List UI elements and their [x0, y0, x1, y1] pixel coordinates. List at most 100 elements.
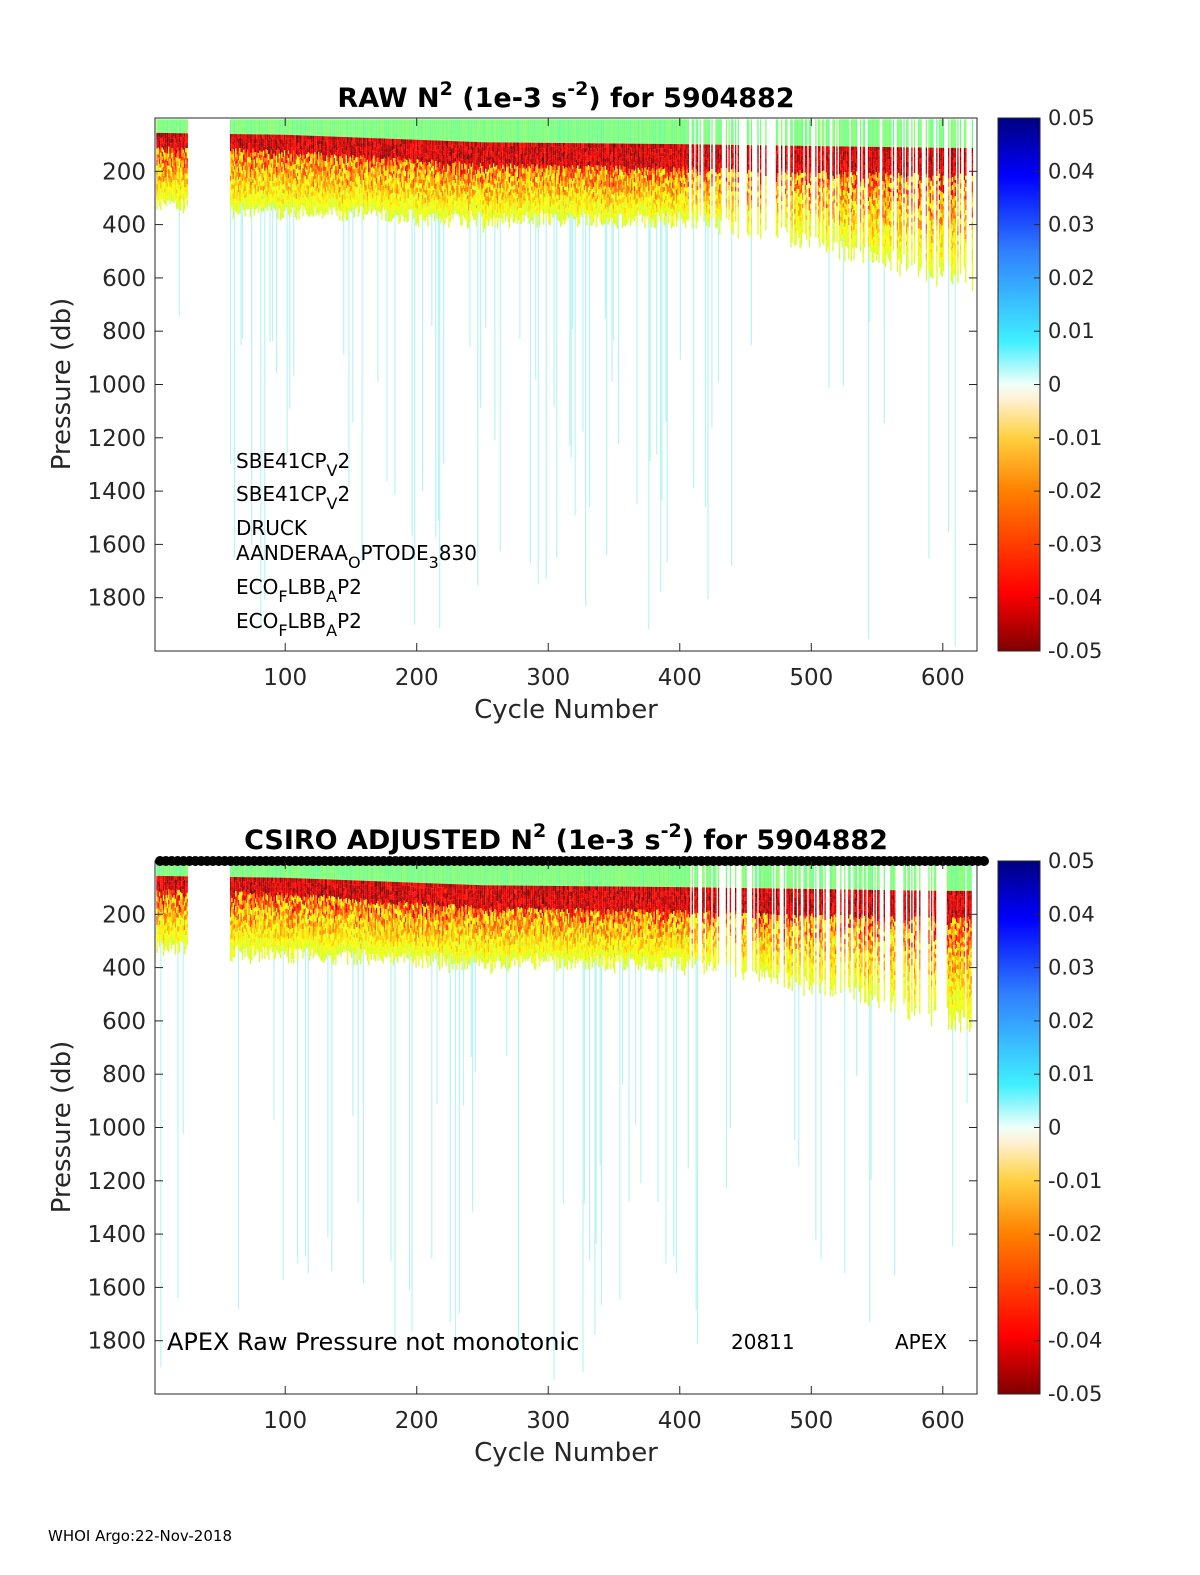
n2-cell	[156, 149, 157, 155]
n2-cell	[167, 182, 168, 187]
n2-cell	[288, 158, 289, 162]
n2-cell	[498, 186, 499, 191]
n2-cell	[473, 178, 474, 181]
n2-cell	[379, 175, 380, 180]
n2-cell	[511, 153, 512, 158]
n2-cell	[456, 146, 457, 149]
n2-cell	[539, 161, 540, 164]
n2-cell	[392, 162, 393, 166]
n2-cell	[350, 168, 351, 173]
profile-column	[497, 119, 498, 228]
n2-cell	[440, 154, 441, 158]
n2-cell	[468, 199, 469, 205]
surface-cell	[394, 119, 395, 139]
n2-cell	[386, 186, 387, 190]
n2-cell	[482, 151, 483, 156]
n2-cell	[259, 198, 260, 202]
n2-cell	[289, 143, 290, 148]
n2-cell	[423, 148, 424, 154]
n2-cell	[450, 196, 451, 201]
n2-cell	[250, 185, 251, 189]
n2-cell	[235, 186, 236, 191]
n2-cell	[448, 166, 449, 172]
n2-cell	[348, 203, 349, 207]
surface-cell	[268, 119, 269, 134]
n2-cell	[379, 168, 380, 171]
n2-cell	[415, 218, 416, 221]
n2-cell	[525, 201, 526, 206]
n2-cell	[475, 190, 476, 194]
n2-cell	[514, 211, 515, 217]
n2-cell	[368, 172, 369, 175]
n2-cell	[436, 182, 437, 187]
n2-cell	[467, 199, 468, 204]
n2-cell	[493, 212, 494, 216]
n2-cell	[493, 182, 494, 185]
n2-cell	[361, 188, 362, 194]
n2-cell	[396, 178, 397, 184]
n2-cell	[336, 175, 337, 180]
n2-cell	[484, 206, 485, 210]
n2-cell	[488, 156, 489, 160]
n2-cell	[318, 207, 319, 210]
n2-cell	[482, 205, 483, 210]
n2-cell	[309, 153, 310, 156]
n2-cell	[409, 164, 410, 170]
n2-cell	[312, 192, 313, 197]
surface-cell	[175, 119, 176, 133]
n2-cell	[305, 154, 306, 158]
n2-cell	[493, 206, 494, 212]
n2-cell	[233, 176, 234, 180]
n2-cell	[464, 155, 465, 158]
n2-cell	[242, 171, 243, 175]
n2-cell	[359, 138, 360, 143]
n2-cell	[333, 140, 334, 145]
n2-cell	[408, 217, 409, 221]
n2-cell	[413, 140, 414, 144]
n2-cell	[284, 141, 285, 146]
n2-cell	[340, 147, 341, 152]
n2-cell	[259, 158, 260, 163]
n2-cell	[323, 209, 324, 215]
n2-cell	[252, 138, 253, 144]
n2-cell	[433, 180, 434, 186]
n2-cell	[510, 143, 511, 146]
n2-cell	[498, 201, 499, 204]
n2-cell	[333, 192, 334, 198]
n2-cell	[344, 146, 345, 151]
n2-cell	[317, 188, 318, 192]
n2-cell	[185, 144, 186, 148]
n2-cell	[285, 190, 286, 193]
n2-cell	[285, 159, 286, 163]
n2-cell	[532, 179, 533, 183]
n2-cell	[258, 192, 259, 197]
n2-cell	[521, 212, 522, 215]
deep-trace	[422, 220, 423, 492]
n2-cell	[234, 152, 235, 158]
surface-cell	[513, 119, 514, 142]
n2-cell	[390, 199, 391, 202]
n2-cell	[346, 155, 347, 159]
n2-cell	[365, 162, 366, 166]
n2-cell	[469, 183, 470, 186]
n2-cell	[485, 142, 486, 146]
n2-cell	[246, 192, 247, 197]
profile-column	[279, 119, 280, 208]
n2-cell	[237, 134, 238, 138]
deep-trace	[343, 217, 344, 354]
n2-cell	[338, 204, 339, 209]
n2-cell	[166, 198, 167, 202]
n2-cell	[287, 160, 288, 164]
n2-cell	[302, 155, 303, 159]
n2-cell	[167, 154, 168, 158]
n2-cell	[230, 187, 231, 192]
n2-cell	[340, 202, 341, 206]
n2-cell	[347, 199, 348, 204]
n2-cell	[271, 199, 272, 203]
n2-cell	[177, 179, 178, 183]
n2-cell	[504, 142, 505, 147]
n2-cell	[372, 171, 373, 175]
n2-cell	[163, 176, 164, 182]
n2-cell	[294, 190, 295, 193]
n2-cell	[308, 145, 309, 149]
